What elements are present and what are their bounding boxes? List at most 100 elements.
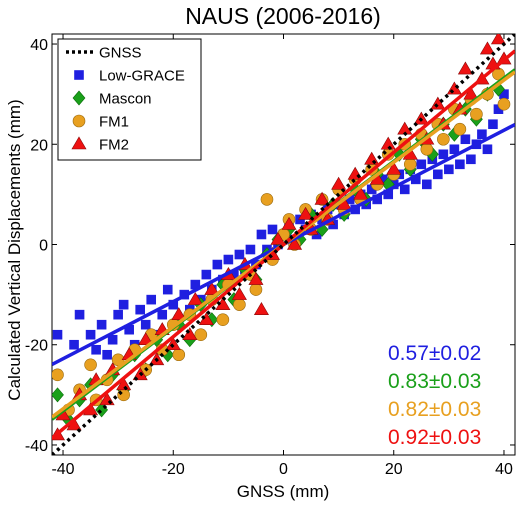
point-fm1 bbox=[403, 158, 417, 171]
point-fm2 bbox=[353, 186, 369, 200]
point-fm2 bbox=[430, 96, 446, 110]
point-low-grace bbox=[416, 159, 427, 170]
point-low-grace bbox=[157, 309, 168, 320]
point-low-grace bbox=[399, 184, 410, 195]
point-fm2 bbox=[463, 86, 479, 100]
plot-area: -40 -20 0 20 40 -40 -20 0 20 40 bbox=[25, 33, 516, 478]
chart-title: NAUS (2006-2016) bbox=[185, 3, 381, 29]
point-fm1 bbox=[497, 97, 511, 111]
legend-label-fm2: FM2 bbox=[99, 137, 129, 154]
point-low-grace bbox=[444, 164, 454, 175]
x-tick-label: 0 bbox=[279, 461, 288, 478]
y-tick-label: -40 bbox=[25, 438, 48, 455]
point-fm1 bbox=[249, 283, 263, 296]
point-fm2 bbox=[182, 327, 198, 341]
point-low-grace bbox=[477, 129, 487, 140]
point-fm2 bbox=[314, 191, 330, 205]
point-low-grace bbox=[455, 159, 465, 170]
point-low-grace bbox=[460, 134, 471, 145]
point-low-grace bbox=[162, 284, 173, 295]
point-fm1 bbox=[437, 132, 450, 146]
point-fm1 bbox=[453, 122, 467, 136]
point-fm1 bbox=[216, 313, 230, 326]
point-fm2 bbox=[457, 61, 473, 75]
legend-swatch-mascon bbox=[72, 90, 86, 106]
point-fm2 bbox=[281, 216, 297, 230]
point-fm2 bbox=[253, 302, 269, 315]
point-low-grace bbox=[85, 329, 96, 340]
slope-annotations: 0.57±0.02 0.83±0.03 0.82±0.03 0.92±0.03 bbox=[388, 342, 481, 449]
point-fm1 bbox=[52, 368, 64, 382]
point-low-grace bbox=[234, 249, 245, 260]
y-tick-label: 0 bbox=[39, 238, 48, 255]
point-fm2 bbox=[138, 332, 154, 346]
point-fm1 bbox=[172, 348, 186, 362]
point-fm1 bbox=[117, 388, 130, 402]
point-low-grace bbox=[146, 294, 157, 305]
point-low-grace bbox=[267, 224, 278, 235]
slope-annotation: 0.92±0.03 bbox=[388, 426, 481, 449]
point-low-grace bbox=[256, 229, 267, 240]
point-fm1 bbox=[233, 298, 246, 311]
point-low-grace bbox=[52, 329, 63, 340]
point-low-grace bbox=[107, 334, 118, 345]
point-fm2 bbox=[165, 337, 181, 351]
point-fm1 bbox=[84, 358, 97, 372]
slope-annotation: 0.82±0.03 bbox=[388, 398, 481, 421]
x-tick-label: 20 bbox=[385, 461, 403, 478]
point-low-grace bbox=[201, 269, 212, 280]
point-low-grace bbox=[74, 309, 85, 320]
axis-ticks: -40 -20 0 20 40 -40 -20 0 20 40 bbox=[25, 34, 515, 478]
point-fm2 bbox=[171, 307, 187, 320]
y-axis-label: Calculated Vertical Displacements (mm) bbox=[5, 99, 24, 400]
point-low-grace bbox=[466, 154, 476, 165]
x-tick-label: 40 bbox=[495, 461, 513, 478]
point-low-grace bbox=[69, 339, 79, 350]
legend: GNSS Low-GRACE Mascon FM1 FM2 bbox=[57, 38, 202, 161]
point-fm2 bbox=[380, 136, 396, 150]
point-fm1 bbox=[420, 142, 434, 156]
slope-annotation: 0.83±0.03 bbox=[388, 370, 481, 393]
point-low-grace bbox=[245, 244, 256, 255]
y-tick-label: 20 bbox=[30, 137, 48, 154]
x-axis-label: GNSS (mm) bbox=[237, 482, 330, 501]
legend-label-low-grace: Low-GRACE bbox=[99, 68, 185, 85]
regression-lines bbox=[52, 34, 515, 455]
point-fm2 bbox=[116, 377, 132, 391]
y-tick-label: 40 bbox=[30, 37, 48, 54]
point-low-grace bbox=[118, 299, 129, 310]
point-fm1 bbox=[260, 193, 274, 206]
point-low-grace bbox=[135, 304, 145, 315]
point-fm2 bbox=[298, 206, 314, 220]
x-tick-label: -40 bbox=[51, 461, 74, 478]
point-low-grace bbox=[223, 254, 234, 265]
point-low-grace bbox=[482, 144, 493, 155]
point-low-grace bbox=[102, 349, 112, 360]
point-low-grace bbox=[438, 149, 449, 160]
point-fm2 bbox=[187, 292, 203, 305]
point-fm1 bbox=[470, 107, 483, 121]
slope-annotation: 0.57±0.02 bbox=[388, 342, 481, 365]
point-fm1 bbox=[194, 328, 208, 342]
point-fm2 bbox=[231, 287, 247, 300]
point-low-grace bbox=[488, 119, 498, 130]
point-low-grace bbox=[422, 179, 432, 190]
legend-label-mascon: Mascon bbox=[99, 91, 152, 108]
point-fm2 bbox=[287, 236, 303, 250]
point-fm2 bbox=[204, 282, 220, 295]
point-low-grace bbox=[212, 259, 223, 270]
point-low-grace bbox=[91, 344, 101, 355]
point-low-grace bbox=[140, 319, 151, 330]
y-tick-label: -20 bbox=[25, 338, 48, 355]
legend-swatch-fm1 bbox=[72, 114, 86, 128]
point-low-grace bbox=[449, 144, 460, 155]
point-fm2 bbox=[479, 41, 495, 55]
point-mascon bbox=[52, 387, 64, 403]
legend-swatch-fm2 bbox=[71, 136, 87, 150]
legend-swatch-low-grace bbox=[74, 70, 84, 80]
point-fm2 bbox=[270, 231, 286, 245]
point-low-grace bbox=[113, 309, 123, 320]
point-low-grace bbox=[433, 169, 443, 180]
legend-label-fm1: FM1 bbox=[99, 114, 129, 131]
fit-line-fm2 bbox=[52, 49, 515, 440]
